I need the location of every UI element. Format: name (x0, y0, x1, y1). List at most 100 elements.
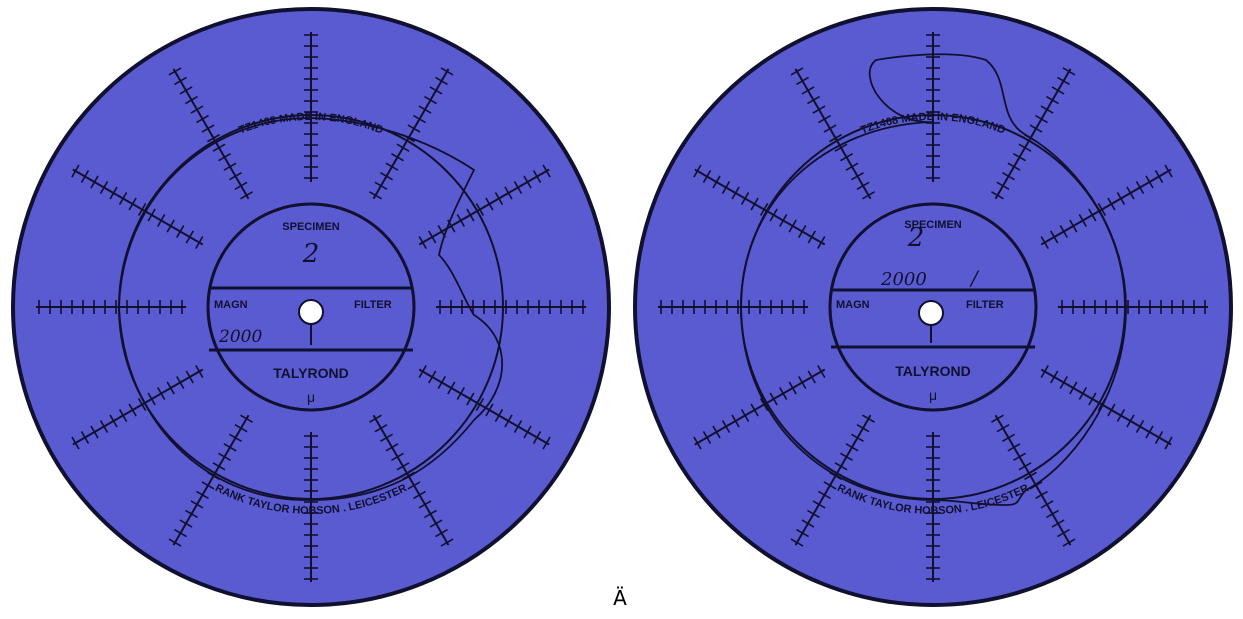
scale-tick (1059, 376, 1068, 389)
talyrond-chart-right: SPECIMEN 2 MAGN FILTER 2000 / TALYROND μ… (626, 0, 1240, 614)
scale-tick (137, 203, 147, 216)
scale-tick (185, 509, 198, 519)
polar-chart-right-svg: SPECIMEN 2 MAGN FILTER 2000 / TALYROND μ… (633, 7, 1233, 607)
scale-tick (424, 95, 437, 105)
scale-tick (731, 186, 740, 200)
scale-tick (385, 443, 399, 452)
scale-tick (532, 431, 542, 444)
magn-value: 2000 (880, 269, 927, 290)
scale-tick (1040, 236, 1049, 249)
scale-tick (1029, 124, 1043, 133)
scale-tick (456, 214, 466, 227)
scale-tick (801, 519, 815, 528)
scale-tick (1069, 219, 1078, 233)
scale-tick (207, 133, 220, 143)
radial-scales (36, 32, 586, 582)
scale-tick (1135, 420, 1145, 433)
scale-tick (118, 409, 128, 422)
scale-tick (128, 403, 137, 417)
scale-tick (1013, 452, 1026, 462)
scale-tick (796, 76, 809, 86)
scale-tick (823, 124, 837, 133)
scale-tick (788, 219, 797, 233)
roundness-trace (740, 53, 1127, 506)
magn-value: 2000 (218, 327, 262, 347)
scale-tick (712, 175, 721, 189)
scale-tick (166, 381, 175, 395)
scale-tick (1062, 538, 1076, 547)
scale-tick (778, 387, 788, 400)
spindle-hole (918, 300, 944, 326)
scale-tick (721, 181, 731, 194)
scale-tick (1069, 381, 1078, 395)
scale-tick (485, 197, 494, 211)
scale-tick (812, 500, 826, 509)
magn-label: MAGN (836, 299, 870, 311)
scale-tick (740, 409, 750, 422)
scale-tick (796, 528, 809, 538)
scale-tick (1018, 143, 1032, 152)
unit-label: μ (307, 389, 315, 405)
scale-tick (201, 124, 215, 133)
scale-tick (185, 370, 194, 384)
scale-tick (788, 381, 797, 395)
scale-tick (156, 387, 166, 400)
scale-tick (174, 76, 187, 86)
scale-tick (823, 481, 837, 490)
scale-tick (212, 462, 226, 471)
scale-tick (71, 436, 80, 450)
scale-tick (1116, 192, 1126, 205)
scale-tick (99, 181, 109, 194)
scale-tick (1046, 509, 1059, 519)
scale-tick (1135, 181, 1145, 194)
scale-tick (174, 528, 187, 538)
scale-tick (240, 191, 253, 200)
specimen-value: 2 (302, 239, 320, 269)
scale-tick (862, 191, 875, 200)
scale-tick (845, 162, 859, 171)
polar-chart-left-svg: SPECIMEN 2 MAGN FILTER 2000 TALYROND μ T… (11, 7, 611, 607)
scale-tick (1145, 425, 1154, 439)
scale-tick (201, 481, 215, 490)
scale-tick (750, 403, 759, 417)
scale-tick (179, 86, 193, 95)
scale-tick (385, 162, 399, 171)
scale-tick (1002, 172, 1015, 181)
scale-tick (712, 425, 721, 439)
scale-tick (1007, 162, 1021, 171)
scale-tick (1057, 528, 1070, 538)
scale-tick (1154, 170, 1164, 183)
scale-tick (801, 86, 815, 95)
scale-tick (147, 392, 156, 406)
scale-tick (1126, 414, 1135, 428)
scale-tick (391, 452, 404, 462)
scale-tick (523, 175, 532, 189)
scale-tick (369, 191, 382, 200)
spindle-hole (298, 299, 324, 325)
scale-tick (807, 370, 816, 384)
scale-tick (817, 365, 826, 378)
scale-tick (702, 431, 712, 444)
scale-tick (494, 409, 504, 422)
scale-tick (234, 424, 248, 433)
scale-tick (721, 420, 731, 433)
scale-tick (996, 181, 1010, 190)
scale-tick (1097, 203, 1107, 216)
scale-tick (1050, 230, 1059, 244)
scale-tick (118, 192, 128, 205)
unit-label: μ (929, 387, 937, 403)
scale-tick (218, 452, 231, 462)
scale-tick (1107, 403, 1116, 417)
scale-tick (1078, 387, 1088, 400)
scale-tick (991, 414, 1004, 423)
scale-tick (407, 124, 421, 133)
scale-tick (1035, 114, 1048, 124)
scale-tick (1062, 67, 1076, 76)
scale-tick (840, 452, 853, 462)
scale-tick (128, 197, 137, 211)
scale-tick (1040, 105, 1054, 114)
scale-tick (829, 133, 842, 143)
scale-tick (428, 230, 437, 244)
scale-tick (475, 398, 485, 411)
scale-tick (790, 67, 804, 76)
